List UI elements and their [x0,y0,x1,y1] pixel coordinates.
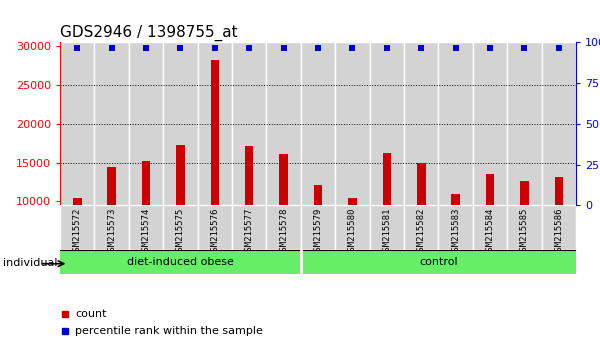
Bar [370,42,404,205]
Text: GSM215578: GSM215578 [279,207,288,256]
Bar [542,42,576,205]
Bar [107,166,116,279]
FancyBboxPatch shape [370,205,404,250]
Text: percentile rank within the sample: percentile rank within the sample [76,326,263,336]
Bar [335,42,370,205]
Bar [439,42,473,205]
Bar [211,60,219,279]
Text: GSM215584: GSM215584 [485,207,494,256]
Text: GSM215572: GSM215572 [73,207,82,256]
FancyBboxPatch shape [301,250,576,274]
FancyBboxPatch shape [542,205,576,250]
Bar [60,42,94,205]
Bar [507,42,542,205]
Bar [314,185,322,279]
Bar [73,198,82,279]
Text: GSM215576: GSM215576 [211,207,220,256]
Text: GSM215573: GSM215573 [107,207,116,256]
Bar [245,147,253,279]
Text: GSM215574: GSM215574 [142,207,151,256]
Bar [486,173,494,279]
Text: GSM215581: GSM215581 [382,207,391,256]
Text: GSM215582: GSM215582 [416,207,426,256]
Text: GDS2946 / 1398755_at: GDS2946 / 1398755_at [60,25,238,41]
FancyBboxPatch shape [232,205,266,250]
Bar [451,194,460,279]
Text: GSM215585: GSM215585 [520,207,529,256]
FancyBboxPatch shape [60,205,94,250]
Bar [163,42,197,205]
Bar [301,42,335,205]
FancyBboxPatch shape [60,250,301,274]
Bar [280,154,288,279]
Text: GSM215577: GSM215577 [245,207,254,256]
Bar [176,145,185,279]
Text: count: count [76,309,107,319]
FancyBboxPatch shape [473,205,507,250]
Bar [520,181,529,279]
FancyBboxPatch shape [129,205,163,250]
Bar [129,42,163,205]
Bar [473,42,507,205]
FancyBboxPatch shape [404,205,439,250]
Text: control: control [419,257,458,267]
Text: individual: individual [3,258,58,268]
FancyBboxPatch shape [266,205,301,250]
FancyBboxPatch shape [507,205,542,250]
Bar [348,198,356,279]
FancyBboxPatch shape [163,205,197,250]
Bar [404,42,439,205]
Text: diet-induced obese: diet-induced obese [127,257,234,267]
Bar [417,164,425,279]
FancyBboxPatch shape [197,205,232,250]
Bar [232,42,266,205]
Text: GSM215579: GSM215579 [314,207,323,256]
Text: GSM215583: GSM215583 [451,207,460,256]
Bar [383,153,391,279]
Bar [554,177,563,279]
FancyBboxPatch shape [335,205,370,250]
Text: GSM215580: GSM215580 [348,207,357,256]
FancyBboxPatch shape [439,205,473,250]
Bar [266,42,301,205]
Bar [197,42,232,205]
FancyBboxPatch shape [301,205,335,250]
FancyBboxPatch shape [94,205,129,250]
Bar [142,161,150,279]
Bar [94,42,129,205]
Text: GSM215586: GSM215586 [554,207,563,256]
Text: GSM215575: GSM215575 [176,207,185,256]
